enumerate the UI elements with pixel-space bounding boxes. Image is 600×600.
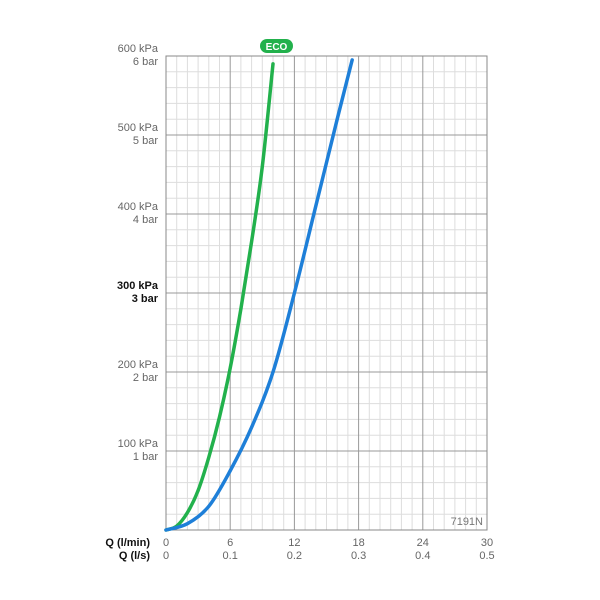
y-tick-label-bar: 1 bar <box>133 451 158 463</box>
y-tick-label-bar: 2 bar <box>133 372 158 384</box>
x-tick-label-ls: 0.4 <box>415 550 430 562</box>
x-tick-label-ls: 0.1 <box>223 550 238 562</box>
y-tick-label-kpa: 400 kPa <box>118 201 159 213</box>
eco-badge-label: ECO <box>266 42 288 53</box>
x-tick-label-ls: 0 <box>163 550 169 562</box>
eco-badge: ECO <box>260 39 293 53</box>
x-axis-title-lmin: Q (l/min) <box>105 537 150 549</box>
y-tick-label-bar: 6 bar <box>133 56 158 68</box>
series-line-eco <box>164 62 275 532</box>
x-axis-title-ls: Q (l/s) <box>119 550 151 562</box>
grid <box>165 55 488 531</box>
y-tick-label-bar: 5 bar <box>133 135 158 147</box>
x-tick-label-lmin: 30 <box>481 537 493 549</box>
x-tick-label-lmin: 0 <box>163 537 169 549</box>
x-tick-label-lmin: 18 <box>352 537 364 549</box>
x-tick-label-lmin: 24 <box>417 537 429 549</box>
series-layer <box>164 58 354 532</box>
y-tick-label-kpa: 300 kPa <box>117 280 159 292</box>
y-tick-label-kpa: 500 kPa <box>118 122 159 134</box>
y-tick-label-kpa: 200 kPa <box>118 359 159 371</box>
x-tick-label-lmin: 12 <box>288 537 300 549</box>
x-tick-labels: 00 60.1 120.2 180.3 240.4 300.5 <box>163 537 495 562</box>
y-tick-label-kpa: 100 kPa <box>118 438 159 450</box>
x-tick-label-ls: 0.5 <box>479 550 494 562</box>
x-tick-label-lmin: 6 <box>227 537 233 549</box>
y-tick-label-bar: 4 bar <box>133 214 158 226</box>
x-tick-label-ls: 0.3 <box>351 550 366 562</box>
series-line-standard <box>164 58 354 532</box>
plot-frame <box>165 55 488 531</box>
y-tick-label-bar: 3 bar <box>132 293 159 305</box>
x-tick-label-ls: 0.2 <box>287 550 302 562</box>
model-code-label: 7191N <box>451 516 483 528</box>
y-tick-label-kpa: 600 kPa <box>118 43 159 55</box>
